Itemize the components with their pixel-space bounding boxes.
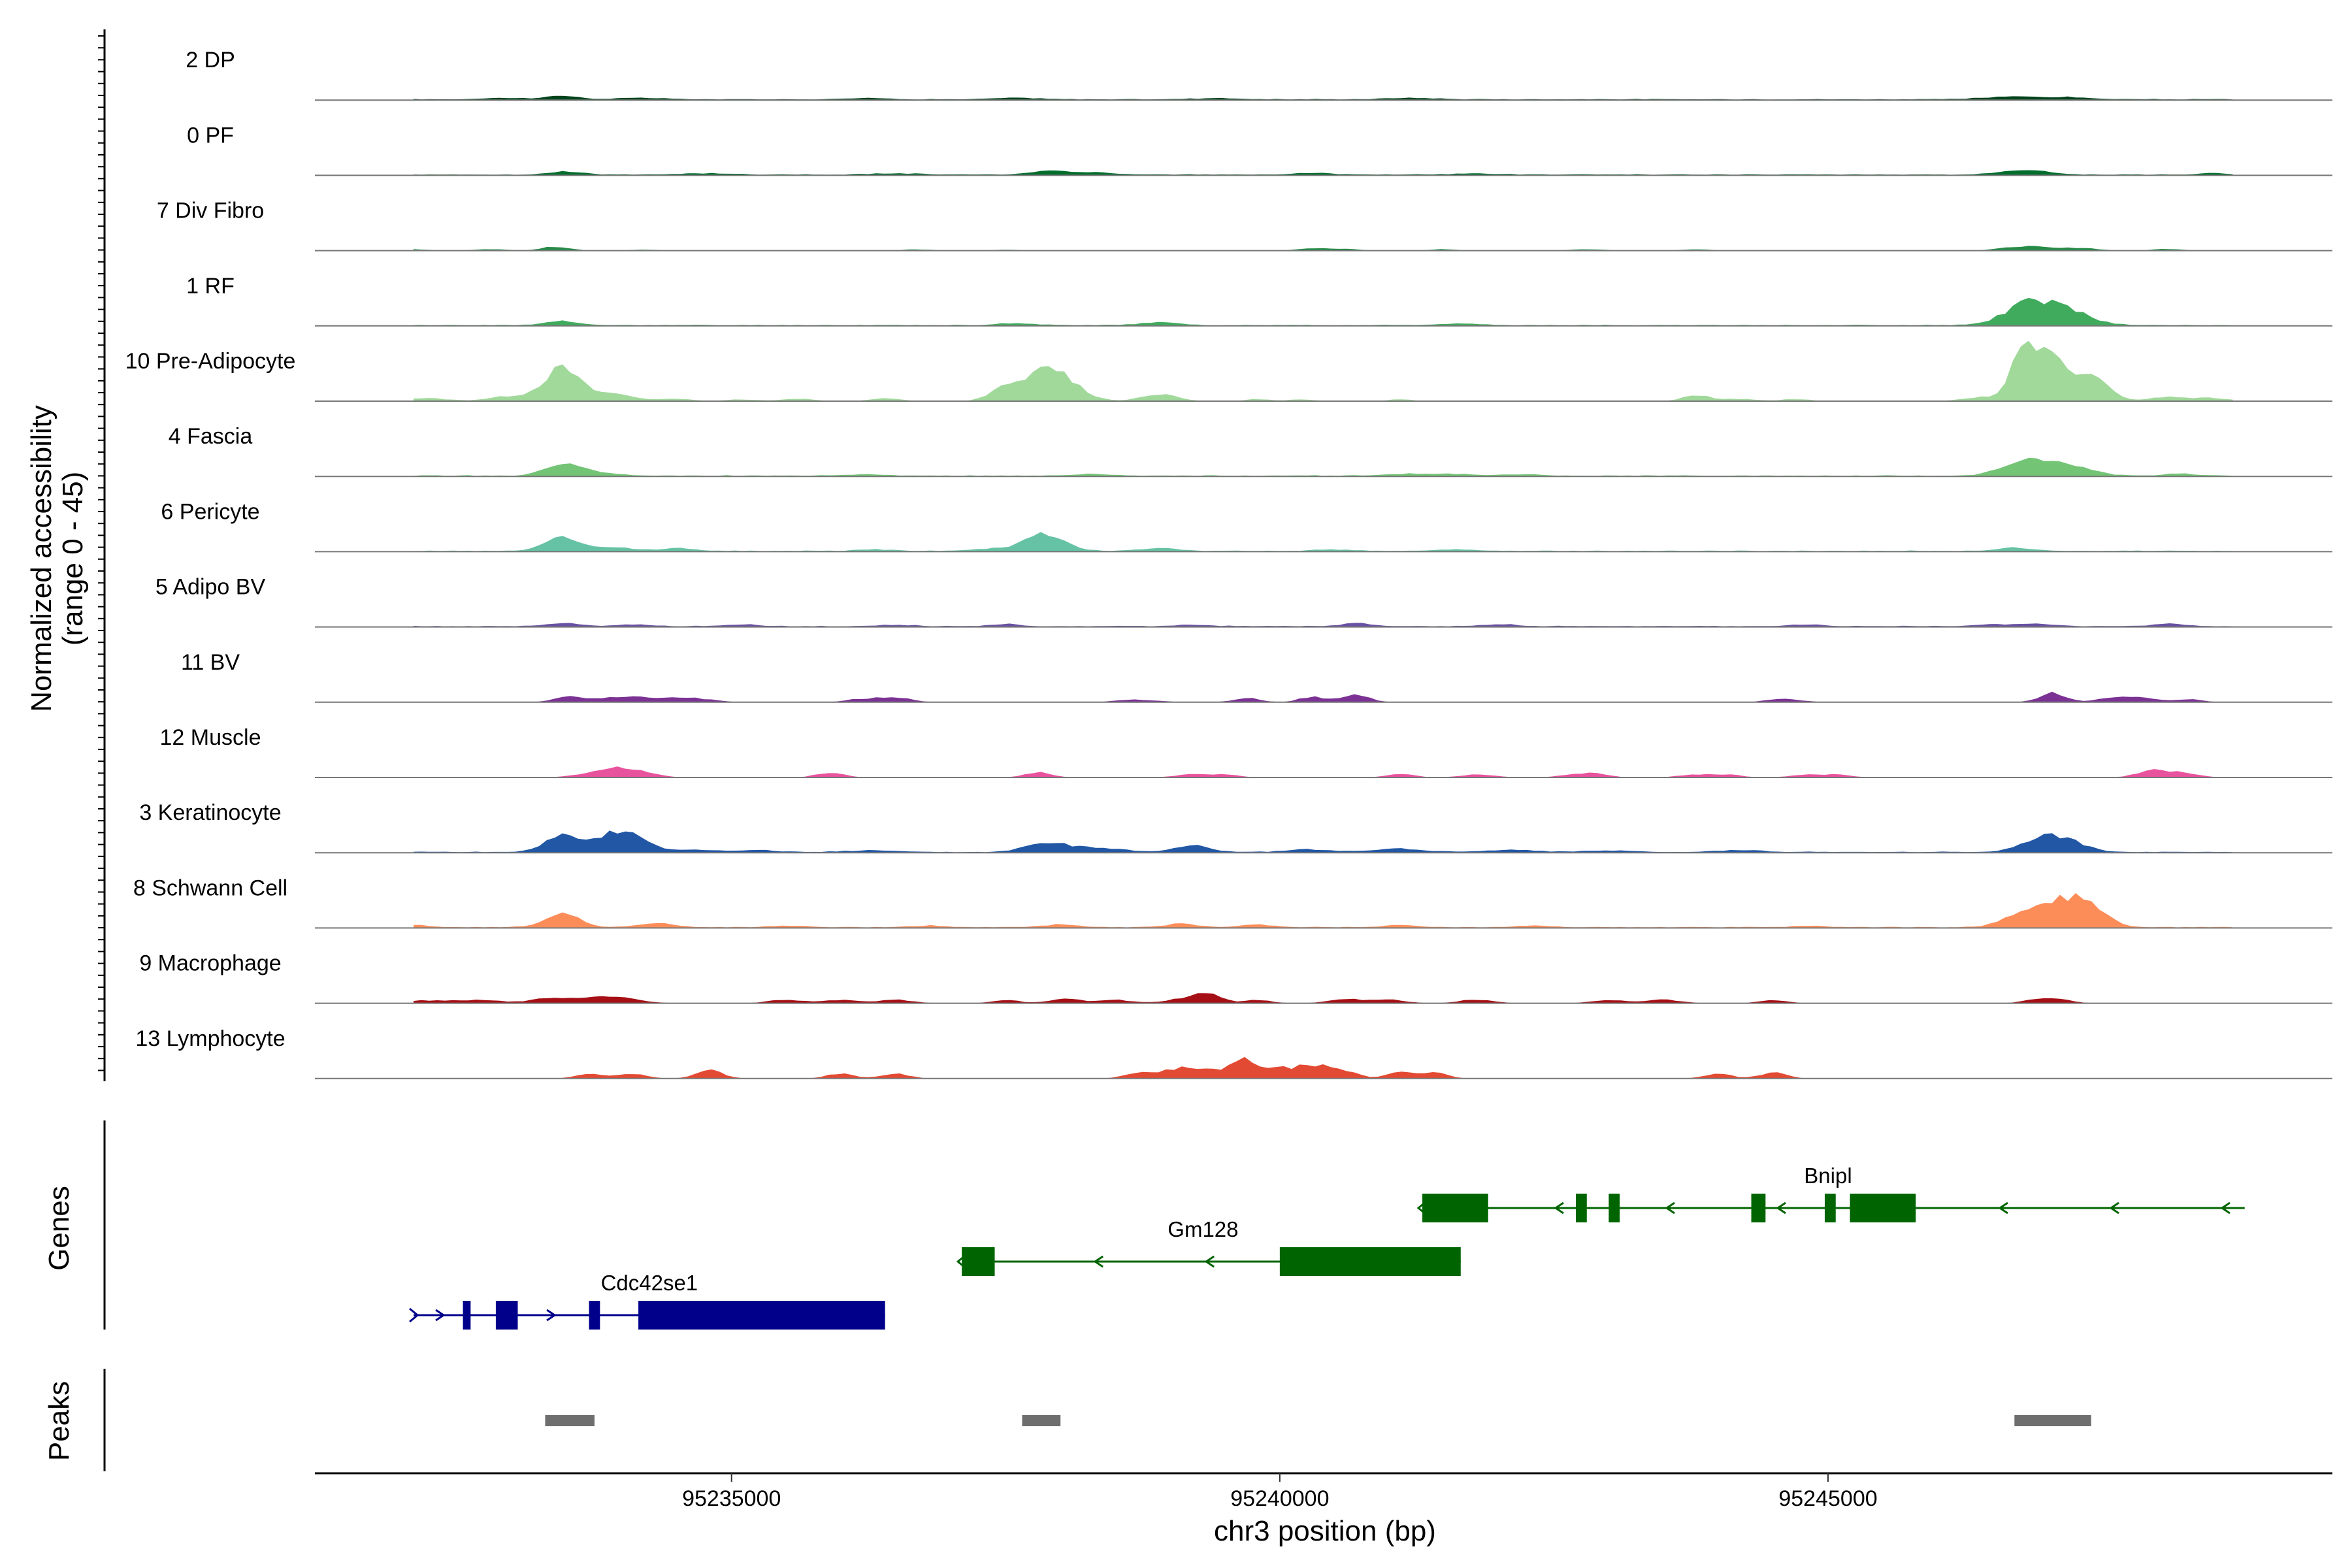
track: 2 DP <box>186 48 2332 101</box>
track-label: 11 BV <box>181 650 240 675</box>
track: 5 Adipo BV <box>155 575 2332 628</box>
track-label: 7 Div Fibro <box>157 199 264 223</box>
track: 10 Pre-Adipocyte <box>125 340 2332 402</box>
exon <box>962 1247 995 1276</box>
strand-arrow <box>1204 1255 1215 1268</box>
gene-track: Cdc42se1 Gm128 Bnipl <box>409 1164 2245 1330</box>
track: 9 Macrophage <box>139 951 2332 1004</box>
coverage-area <box>414 457 2234 477</box>
coverage-area <box>414 993 2234 1004</box>
gene-name-label: Cdc42se1 <box>601 1271 698 1295</box>
exon <box>463 1301 471 1330</box>
exon <box>1279 1247 1461 1276</box>
strand-arrow <box>435 1309 446 1322</box>
peak-track <box>545 1415 2091 1426</box>
y-axis-label-line1: Normalized accessibility <box>25 405 57 711</box>
exon <box>1824 1194 1836 1222</box>
exon <box>589 1301 600 1330</box>
exon <box>1609 1194 1620 1222</box>
coverage-area <box>414 830 2234 853</box>
coverage-area <box>414 532 2234 552</box>
coverage-area <box>414 691 2234 702</box>
strand-arrow <box>1998 1201 2008 1215</box>
track-label: 12 Muscle <box>160 725 261 750</box>
exon <box>1751 1194 1766 1222</box>
track: 0 PF <box>187 123 2332 176</box>
track-label: 0 PF <box>187 123 234 148</box>
track: 3 Keratinocyte <box>139 800 2332 854</box>
exon <box>1576 1194 1587 1222</box>
x-tick-label: 95245000 <box>1778 1486 1877 1511</box>
track-label: 13 Lymphocyte <box>135 1026 285 1051</box>
x-axis-label: chr3 position (bp) <box>1214 1515 1436 1547</box>
coverage-tracks: 2 DP 0 PF 7 Div Fibro 1 RF 10 Pre-Adipocyte 4… <box>125 48 2332 1079</box>
track: 12 Muscle <box>160 725 2332 778</box>
axes: 95235000 95240000 95245000 <box>98 29 2332 1511</box>
exon <box>1422 1194 1488 1222</box>
strand-arrow <box>546 1309 557 1322</box>
coverage-area <box>414 340 2234 401</box>
coverage-area <box>414 1056 2234 1079</box>
gene-name-label: Bnipl <box>1804 1164 1852 1188</box>
strand-arrow <box>2220 1201 2230 1215</box>
track: 8 Schwann Cell <box>133 875 2332 929</box>
track: 4 Fascia <box>169 424 2332 478</box>
strand-arrow <box>409 1307 419 1323</box>
track: 11 BV <box>181 650 2332 703</box>
x-tick-label: 95240000 <box>1230 1486 1329 1511</box>
strand-arrow <box>1776 1201 1786 1215</box>
coverage-area <box>414 170 2234 176</box>
track: 6 Pericyte <box>161 499 2332 553</box>
track-label: 8 Schwann Cell <box>133 875 287 900</box>
gene-model: Cdc42se1 <box>409 1271 885 1330</box>
track-label: 10 Pre-Adipocyte <box>125 349 296 374</box>
gene-name-label: Gm128 <box>1168 1217 1238 1241</box>
exon <box>1850 1194 1916 1222</box>
coverage-area <box>414 297 2234 326</box>
gene-model: Bnipl <box>1416 1164 2245 1222</box>
track: 1 RF <box>186 274 2332 327</box>
track-label: 3 Keratinocyte <box>139 800 281 825</box>
exon <box>495 1301 518 1330</box>
coverage-area <box>414 246 2234 251</box>
strand-arrow <box>1093 1255 1104 1268</box>
gene-model: Gm128 <box>956 1217 1461 1276</box>
peak-region <box>2014 1415 2091 1426</box>
exon <box>638 1301 885 1330</box>
peak-region <box>1022 1415 1061 1426</box>
track: 13 Lymphocyte <box>135 1026 2332 1079</box>
peak-region <box>545 1415 595 1426</box>
track-label: 4 Fascia <box>169 424 253 449</box>
x-tick-label: 95235000 <box>682 1486 781 1511</box>
track-label: 9 Macrophage <box>139 951 281 976</box>
track-label: 2 DP <box>186 48 235 73</box>
track-label: 1 RF <box>186 274 235 299</box>
track-label: 5 Adipo BV <box>155 575 266 600</box>
track: 7 Div Fibro <box>157 199 2332 252</box>
peaks-panel-label: Peaks <box>43 1381 75 1461</box>
strand-arrow <box>1554 1201 1564 1215</box>
strand-arrow <box>2109 1201 2119 1215</box>
coverage-area <box>414 623 2234 627</box>
track-label: 6 Pericyte <box>161 499 259 524</box>
coverage-area <box>414 892 2234 928</box>
coverage-area <box>414 95 2234 101</box>
y-axis-label-line2: (range 0 - 45) <box>57 472 89 646</box>
genes-panel-label: Genes <box>43 1186 75 1271</box>
strand-arrow <box>1665 1201 1675 1215</box>
coverage-area <box>414 766 2234 777</box>
